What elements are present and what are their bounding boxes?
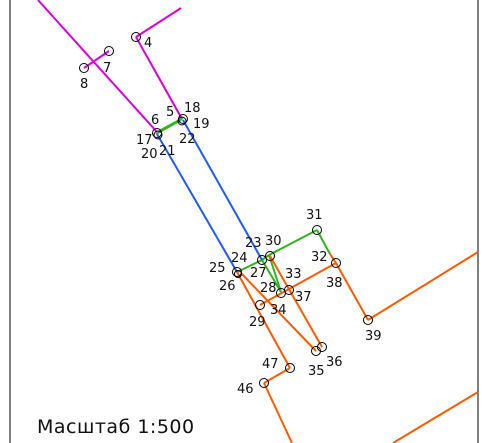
point-8 — [79, 63, 89, 73]
point-26 — [234, 270, 242, 278]
point-label: 46 — [237, 382, 254, 397]
orange-boundary — [236, 251, 479, 443]
point-label: 37 — [295, 290, 312, 305]
point-label: 17 — [136, 133, 153, 148]
point-20 — [153, 130, 163, 140]
point-4 — [131, 32, 141, 42]
point-23 — [257, 255, 267, 265]
point-25 — [232, 267, 242, 277]
point-47 — [285, 363, 295, 373]
point-19 — [177, 116, 187, 126]
point-28 — [276, 288, 286, 298]
point-markers — [79, 32, 373, 388]
point-label: 21 — [159, 144, 176, 159]
point-label: 29 — [249, 315, 266, 330]
point-label: 20 — [141, 147, 158, 162]
point-30 — [265, 251, 275, 261]
point-label: 36 — [326, 355, 343, 370]
point-label: 30 — [265, 234, 282, 249]
point-label: 24 — [231, 251, 248, 266]
point-label: 22 — [179, 132, 196, 147]
point-label: 39 — [365, 329, 382, 344]
point-label: 7 — [103, 61, 111, 76]
point-label: 6 — [151, 113, 159, 128]
magenta-boundary — [37, 0, 183, 133]
point-label: 28 — [260, 281, 277, 296]
point-label: 33 — [285, 267, 302, 282]
point-32 — [331, 258, 341, 268]
point-7 — [104, 46, 114, 56]
point-label: 32 — [311, 250, 328, 265]
point-label: 25 — [209, 261, 226, 276]
point-label: 5 — [166, 105, 174, 120]
point-label: 31 — [306, 208, 323, 223]
point-label: 19 — [193, 117, 210, 132]
point-labels: 4 7 8 5 18 19 22 6 17 20 21 31 23 30 32 … — [80, 36, 382, 397]
point-label: 23 — [245, 236, 262, 251]
blue-boundary — [156, 119, 263, 273]
point-label: 4 — [144, 36, 152, 51]
scale-label: Масштаб 1:500 — [37, 416, 195, 438]
point-label: 18 — [184, 101, 201, 116]
point-label: 27 — [250, 266, 267, 281]
point-39 — [363, 315, 373, 325]
point-29 — [255, 300, 265, 310]
point-31 — [312, 225, 322, 235]
point-label: 34 — [270, 303, 287, 318]
point-label: 38 — [326, 276, 343, 291]
point-35 — [311, 346, 321, 356]
point-label: 47 — [262, 357, 279, 372]
point-label: 8 — [80, 77, 88, 92]
point-label: 26 — [219, 279, 236, 294]
point-46 — [259, 378, 269, 388]
point-label: 35 — [308, 364, 325, 379]
